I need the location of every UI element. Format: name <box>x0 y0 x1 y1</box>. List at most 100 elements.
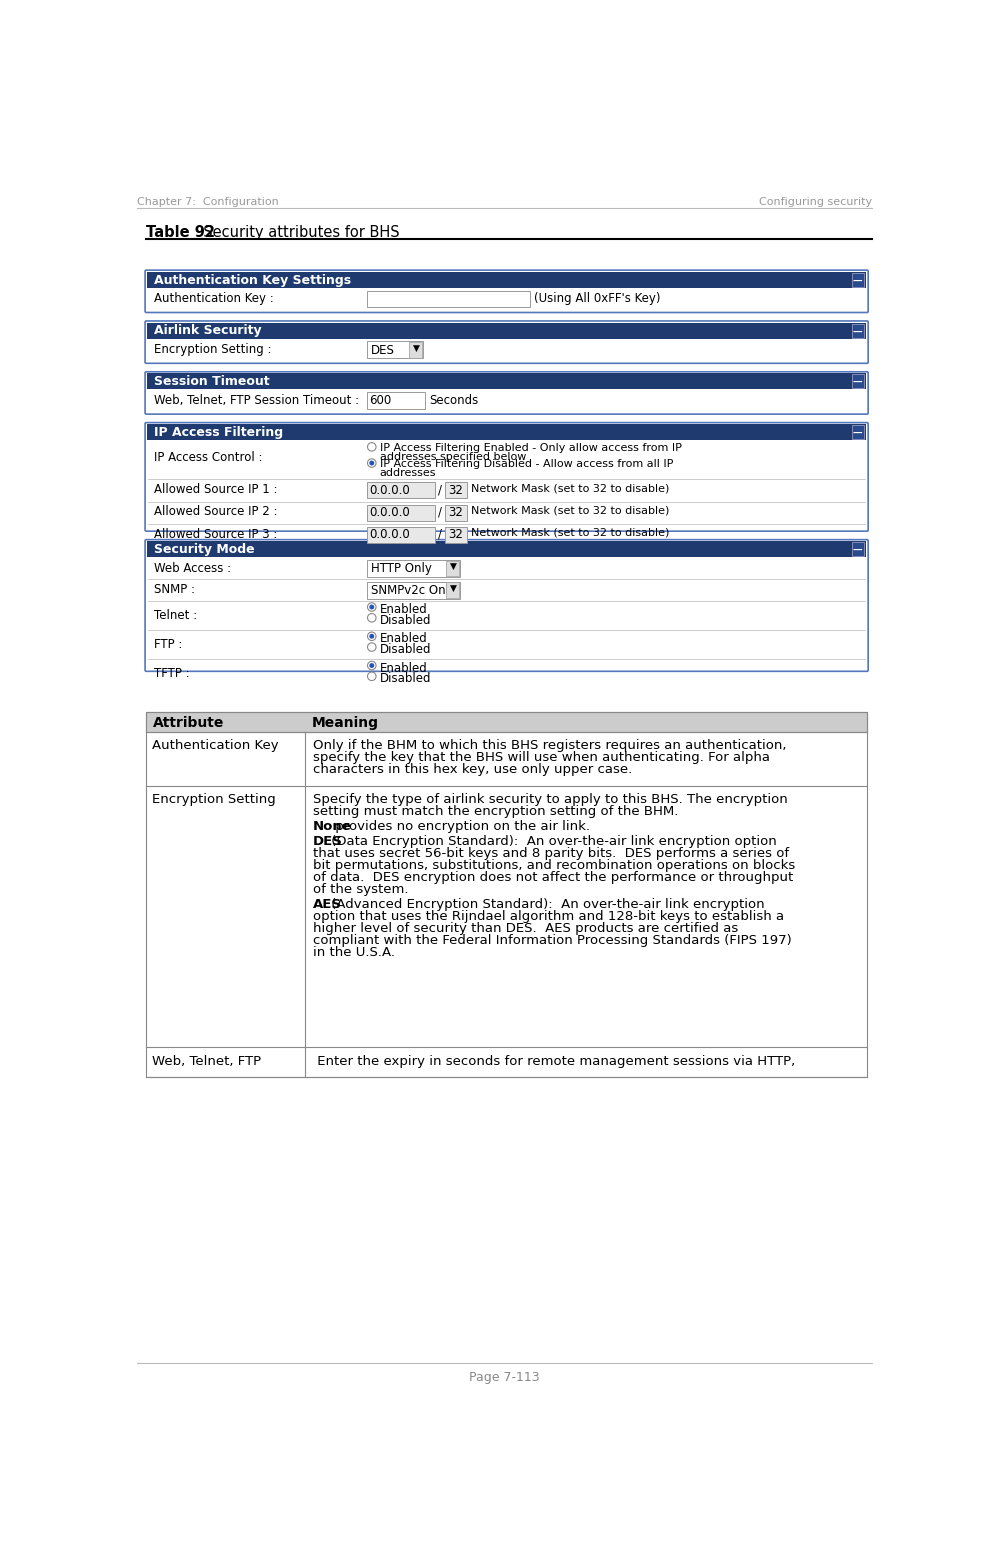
Bar <box>446 583 460 597</box>
Circle shape <box>369 605 374 610</box>
Text: bit permutations, substitutions, and recombination operations on blocks: bit permutations, substitutions, and rec… <box>313 860 795 872</box>
Text: Authentication Key Settings: Authentication Key Settings <box>154 274 351 286</box>
Bar <box>367 342 423 358</box>
Circle shape <box>367 603 376 611</box>
Text: Network Mask (set to 32 to disable): Network Mask (set to 32 to disable) <box>471 527 669 538</box>
Bar <box>367 291 529 308</box>
Bar <box>148 425 866 440</box>
Text: DES: DES <box>313 835 342 849</box>
Text: compliant with the Federal Information Processing Standards (FIPS 197): compliant with the Federal Information P… <box>313 935 791 947</box>
Text: IP Access Filtering Disabled - Allow access from all IP: IP Access Filtering Disabled - Allow acc… <box>380 459 673 470</box>
Text: Authentication Key: Authentication Key <box>153 740 279 753</box>
Text: 0.0.0.0: 0.0.0.0 <box>369 529 410 541</box>
Text: −: − <box>852 325 864 339</box>
Text: −: − <box>852 274 864 288</box>
Text: Page 7-113: Page 7-113 <box>469 1372 539 1384</box>
Text: HTTP Only: HTTP Only <box>371 563 432 575</box>
Text: (Using All 0xFF's Key): (Using All 0xFF's Key) <box>533 292 660 305</box>
Text: that uses secret 56-bit keys and 8 parity bits.  DES performs a series of: that uses secret 56-bit keys and 8 parit… <box>313 847 789 860</box>
Text: Disabled: Disabled <box>380 614 431 627</box>
Circle shape <box>367 443 376 451</box>
Text: Encryption Setting: Encryption Setting <box>153 793 277 807</box>
Text: Security Mode: Security Mode <box>154 543 255 557</box>
Text: addresses: addresses <box>380 468 436 479</box>
Text: setting must match the encryption setting of the BHM.: setting must match the encryption settin… <box>313 805 678 818</box>
Text: /: / <box>439 484 443 496</box>
Bar <box>148 373 866 389</box>
Text: None: None <box>313 821 351 833</box>
Text: of data.  DES encryption does not affect the performance or throughput: of data. DES encryption does not affect … <box>313 871 793 885</box>
Bar <box>446 482 467 499</box>
Text: −: − <box>852 375 864 389</box>
Text: ▼: ▼ <box>450 563 457 571</box>
Circle shape <box>367 631 376 641</box>
Text: IP Access Filtering Enabled - Only allow access from IP: IP Access Filtering Enabled - Only allow… <box>380 443 681 453</box>
FancyBboxPatch shape <box>145 320 868 364</box>
Text: Airlink Security: Airlink Security <box>154 325 262 337</box>
Text: in the U.S.A.: in the U.S.A. <box>313 945 395 959</box>
Text: Web, Telnet, FTP: Web, Telnet, FTP <box>153 1056 262 1068</box>
Text: (Advanced Encryption Standard):  An over-the-air link encryption: (Advanced Encryption Standard): An over-… <box>327 899 765 911</box>
Circle shape <box>367 661 376 670</box>
Text: Encryption Setting :: Encryption Setting : <box>154 344 272 356</box>
Text: IP Access Filtering: IP Access Filtering <box>154 426 283 439</box>
Circle shape <box>367 672 376 681</box>
Text: DES: DES <box>371 344 395 356</box>
Text: Authentication Key :: Authentication Key : <box>154 292 274 305</box>
Text: Only if the BHM to which this BHS registers requires an authentication,: Only if the BHM to which this BHS regist… <box>313 740 786 753</box>
Text: 32: 32 <box>448 484 462 496</box>
Text: Enter the expiry in seconds for remote management sessions via HTTP,: Enter the expiry in seconds for remote m… <box>313 1056 795 1068</box>
Text: option that uses the Rijndael algorithm and 128-bit keys to establish a: option that uses the Rijndael algorithm … <box>313 910 784 924</box>
Text: Allowed Source IP 2 :: Allowed Source IP 2 : <box>154 505 277 518</box>
Bar <box>148 272 866 288</box>
Text: Disabled: Disabled <box>380 644 431 656</box>
Text: −: − <box>852 543 864 557</box>
Circle shape <box>367 642 376 652</box>
Text: Network Mask (set to 32 to disable): Network Mask (set to 32 to disable) <box>471 505 669 515</box>
Text: higher level of security than DES.  AES products are certified as: higher level of security than DES. AES p… <box>313 922 738 935</box>
Text: TFTP :: TFTP : <box>154 667 190 680</box>
Text: Seconds: Seconds <box>429 393 478 407</box>
Bar <box>446 561 460 577</box>
Text: FTP :: FTP : <box>154 638 182 652</box>
Text: characters in this hex key, use only upper case.: characters in this hex key, use only upp… <box>313 764 632 776</box>
Text: Enabled: Enabled <box>380 662 427 675</box>
Text: SNMPv2c Only: SNMPv2c Only <box>371 585 456 597</box>
Bar <box>851 375 864 389</box>
FancyBboxPatch shape <box>145 271 868 313</box>
FancyBboxPatch shape <box>145 372 868 414</box>
Bar <box>446 505 467 521</box>
Text: Session Timeout: Session Timeout <box>154 375 270 389</box>
Bar <box>446 527 467 543</box>
Text: Specify the type of airlink security to apply to this BHS. The encryption: Specify the type of airlink security to … <box>313 793 787 807</box>
Text: Table 92: Table 92 <box>147 225 215 239</box>
Bar <box>851 543 864 557</box>
Text: Allowed Source IP 1 :: Allowed Source IP 1 : <box>154 484 277 496</box>
Text: Meaning: Meaning <box>311 715 378 729</box>
Bar <box>148 541 866 557</box>
Text: provides no encryption on the air link.: provides no encryption on the air link. <box>332 821 590 833</box>
Text: Enabled: Enabled <box>380 603 427 616</box>
Text: 32: 32 <box>448 505 462 519</box>
Text: SNMP :: SNMP : <box>154 583 195 596</box>
Text: specify the key that the BHS will use when authenticating. For alpha: specify the key that the BHS will use wh… <box>313 751 769 765</box>
Text: Security attributes for BHS: Security attributes for BHS <box>194 225 400 239</box>
Text: (Data Encryption Standard):  An over-the-air link encryption option: (Data Encryption Standard): An over-the-… <box>327 835 776 849</box>
Text: 0.0.0.0: 0.0.0.0 <box>369 484 410 496</box>
Circle shape <box>369 634 374 639</box>
Text: Chapter 7:  Configuration: Chapter 7: Configuration <box>137 197 278 207</box>
FancyBboxPatch shape <box>145 540 868 672</box>
Text: Telnet :: Telnet : <box>154 608 197 622</box>
Circle shape <box>369 662 374 669</box>
Text: 32: 32 <box>448 529 462 541</box>
Text: Web Access :: Web Access : <box>154 561 231 575</box>
Text: −: − <box>852 426 864 440</box>
FancyBboxPatch shape <box>145 423 868 532</box>
Text: 600: 600 <box>369 393 392 407</box>
Circle shape <box>367 459 376 466</box>
Text: Network Mask (set to 32 to disable): Network Mask (set to 32 to disable) <box>471 484 669 493</box>
Bar <box>367 527 435 543</box>
Text: of the system.: of the system. <box>313 883 408 896</box>
Text: Web, Telnet, FTP Session Timeout :: Web, Telnet, FTP Session Timeout : <box>154 393 359 407</box>
Bar <box>367 560 461 577</box>
